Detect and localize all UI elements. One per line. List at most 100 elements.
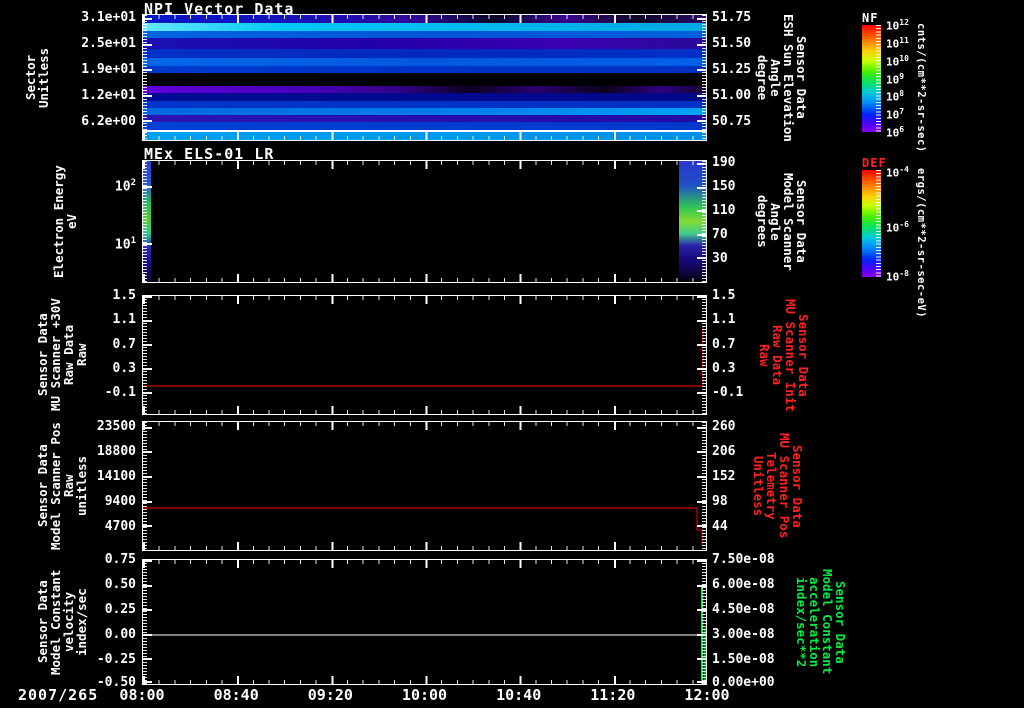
y-major-tick	[143, 560, 152, 563]
x-axis-tick-label: 11:20	[590, 686, 636, 704]
data-line	[696, 529, 703, 531]
colorbar-label: DEF	[862, 156, 887, 170]
spectrogram-band	[143, 22, 706, 31]
y-major-tick	[697, 525, 706, 528]
spectrogram-band	[143, 73, 706, 86]
right-axis-label-line: Sensor Data	[794, 180, 809, 263]
y-tick-label-right: 51.50	[712, 35, 752, 51]
y-minor-ticks-left	[143, 560, 147, 684]
spectrogram-bands	[143, 15, 706, 140]
y-major-tick	[697, 296, 706, 298]
y-major-tick	[143, 681, 152, 684]
y-tick-label-right: 1.5	[712, 287, 736, 303]
right-axis-label-line: Angle	[768, 58, 783, 97]
y-major-tick	[143, 476, 152, 479]
y-tick-label-left: 102	[114, 177, 136, 195]
y-major-tick	[697, 94, 706, 97]
right-axis-label-line: Sensor Data	[790, 444, 805, 528]
spectrogram-edge-strip-right	[678, 161, 706, 282]
x-axis-tick-label: 08:00	[119, 686, 165, 704]
y-major-tick	[697, 43, 706, 46]
y-tick-label-right: 51.00	[712, 88, 752, 104]
y-tick-label-right: 260	[712, 418, 736, 434]
y-tick-label-right: 3.00e-08	[712, 626, 775, 642]
spectrogram-band	[143, 85, 706, 93]
y-major-tick	[143, 296, 152, 298]
x-major-ticks-top	[143, 15, 706, 23]
x-major-ticks-bottom	[143, 406, 706, 414]
y-major-tick	[697, 233, 706, 236]
left-axis-label: Sensor Data Model Scanner Pos Raw unitless	[35, 421, 89, 551]
right-axis-label: Sensor Data MU Scanner Pos Telemetry Unitle…	[751, 421, 805, 551]
panel-scanpos-plot	[142, 421, 707, 551]
colorbar-tick-label: 107	[886, 107, 905, 122]
y-major-tick	[697, 120, 706, 123]
y-tick-label-left: 0.00	[104, 626, 136, 642]
data-line	[696, 507, 698, 530]
y-major-tick	[697, 584, 706, 587]
x-major-ticks-top	[143, 560, 706, 568]
y-major-tick	[143, 242, 152, 245]
data-line	[143, 385, 704, 387]
y-major-tick	[143, 69, 152, 72]
y-major-tick	[143, 367, 152, 370]
y-major-tick	[697, 633, 706, 636]
colorbar-tick-label: 109	[886, 71, 905, 87]
y-major-tick	[697, 681, 706, 684]
y-major-tick	[697, 17, 706, 20]
y-major-tick	[697, 476, 706, 479]
y-tick-label-right: 7.50e-08	[712, 552, 775, 568]
y-major-tick	[697, 500, 706, 503]
y-major-tick	[143, 120, 152, 123]
left-axis-label: Sensor Data MU Scanner +30V Raw Data Raw	[35, 295, 89, 415]
y-major-tick	[143, 658, 152, 661]
y-tick-label-right: 0.7	[712, 336, 736, 352]
right-axis-label-line: Telemetry	[764, 452, 779, 520]
y-minor-ticks-left	[143, 15, 147, 140]
y-major-tick	[143, 185, 152, 188]
y-major-tick	[143, 94, 152, 97]
y-tick-label-left: -0.50	[96, 675, 136, 691]
y-tick-label-left: 6.2e+00	[81, 113, 136, 129]
colorbar-tick-label: 10-8	[886, 268, 909, 284]
y-minor-ticks-right	[702, 161, 706, 282]
panel-title: MEx ELS-01 LR	[144, 145, 275, 163]
panel-velocity-plot	[142, 559, 707, 685]
y-major-tick	[143, 500, 152, 503]
right-axis-label-line: Model Constant	[820, 569, 835, 675]
y-major-tick	[143, 426, 152, 429]
y-tick-label-left: 0.3	[112, 361, 136, 377]
y-tick-label-left: 14100	[96, 468, 136, 484]
spectrogram-band	[143, 130, 706, 133]
spectrogram-band	[143, 100, 706, 108]
y-major-tick	[697, 210, 706, 213]
x-axis-tick-label: 08:40	[213, 686, 259, 704]
y-major-tick	[697, 343, 706, 346]
colorbar-units-label: ergs/(cm**2-sr-sec-eV)	[915, 168, 927, 319]
y-tick-label-left: 9400	[104, 493, 136, 509]
y-minor-ticks-left	[143, 296, 147, 414]
y-tick-label-right: 110	[712, 203, 736, 219]
y-major-tick	[697, 426, 706, 429]
y-tick-label-left: 1.5	[112, 287, 136, 303]
spectrogram-band	[143, 115, 706, 123]
x-axis-date-label: 2007/265	[18, 686, 99, 704]
x-major-ticks-bottom	[143, 274, 706, 282]
y-tick-label-right: -0.1	[712, 385, 744, 401]
y-tick-label-left: 1.9e+01	[81, 62, 136, 77]
right-axis-label-line: MU Scanner Pos	[777, 433, 792, 539]
right-axis-label-line: Sensor Data	[796, 313, 811, 397]
y-major-tick	[697, 162, 706, 165]
spectrogram-band	[143, 122, 706, 131]
y-tick-label-right: 51.75	[712, 9, 752, 25]
x-axis-tick-label: 12:00	[684, 686, 730, 704]
panel-mu30v-plot	[142, 295, 707, 415]
y-tick-label-right: 0.3	[712, 361, 736, 377]
colorbar-tick-label: 1012	[886, 18, 909, 33]
y-tick-label-right: 4.50e-08	[712, 602, 775, 618]
y-minor-ticks-right	[702, 560, 706, 684]
y-tick-label-left: 0.7	[112, 336, 136, 352]
left-axis-label-line: Raw	[74, 343, 89, 367]
colorbar-tick-label: 10-4	[886, 165, 909, 180]
y-major-tick	[143, 391, 152, 394]
